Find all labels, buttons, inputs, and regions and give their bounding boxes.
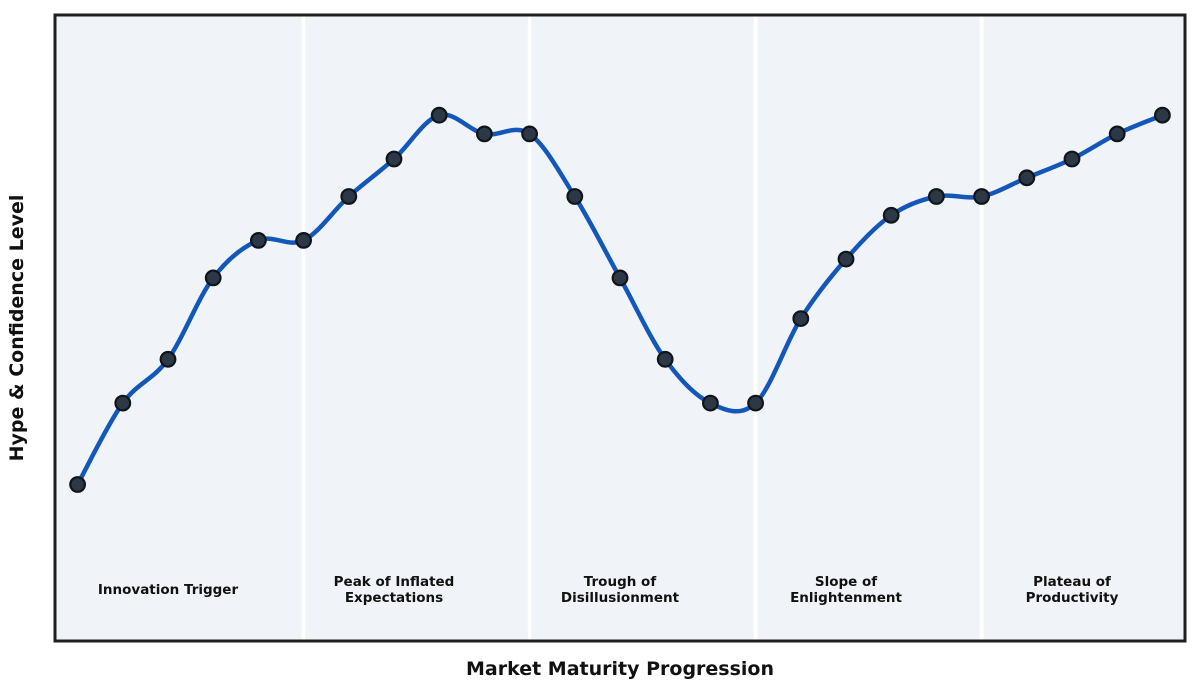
data-point-marker bbox=[1153, 106, 1171, 124]
data-point-marker bbox=[1108, 125, 1126, 143]
phase-label: Peak of Inflated Expectations bbox=[334, 574, 455, 606]
data-point-marker bbox=[566, 188, 584, 205]
data-point-marker bbox=[430, 106, 448, 124]
phase-labels: Innovation Trigger Peak of Inflated Expect… bbox=[98, 574, 1119, 606]
x-axis-label: Market Maturity Progression bbox=[466, 658, 774, 680]
data-point-marker bbox=[1018, 169, 1036, 187]
phase-label: Trough of Disillusionment bbox=[561, 574, 680, 606]
data-point-marker bbox=[114, 394, 132, 412]
data-point-marker bbox=[837, 250, 855, 268]
data-point-marker bbox=[611, 269, 629, 287]
data-point-marker bbox=[928, 188, 945, 205]
data-point-marker bbox=[973, 188, 990, 205]
data-point-markers bbox=[69, 106, 1171, 493]
plot-area bbox=[53, 13, 1187, 643]
phase-label: Innovation Trigger bbox=[98, 582, 239, 598]
data-point-marker bbox=[249, 231, 267, 249]
phase-dividers bbox=[301, 16, 984, 640]
data-point-marker bbox=[702, 394, 719, 412]
phase-label: Slope of Enlightenment bbox=[790, 574, 902, 606]
data-point-marker bbox=[792, 310, 810, 328]
data-point-marker bbox=[340, 188, 358, 205]
data-point-marker bbox=[1063, 150, 1081, 168]
y-axis-label: Hype & Confidence Level bbox=[6, 195, 28, 462]
data-point-marker bbox=[521, 125, 538, 143]
data-point-marker bbox=[656, 350, 674, 368]
data-point-marker bbox=[747, 394, 764, 412]
data-point-marker bbox=[882, 206, 900, 224]
data-point-marker bbox=[69, 476, 86, 493]
data-point-marker bbox=[204, 269, 222, 287]
data-point-marker bbox=[385, 150, 403, 168]
data-point-marker bbox=[295, 231, 313, 249]
phase-label: Plateau of Productivity bbox=[1026, 574, 1119, 606]
data-point-marker bbox=[476, 125, 493, 143]
data-point-marker bbox=[159, 350, 177, 368]
